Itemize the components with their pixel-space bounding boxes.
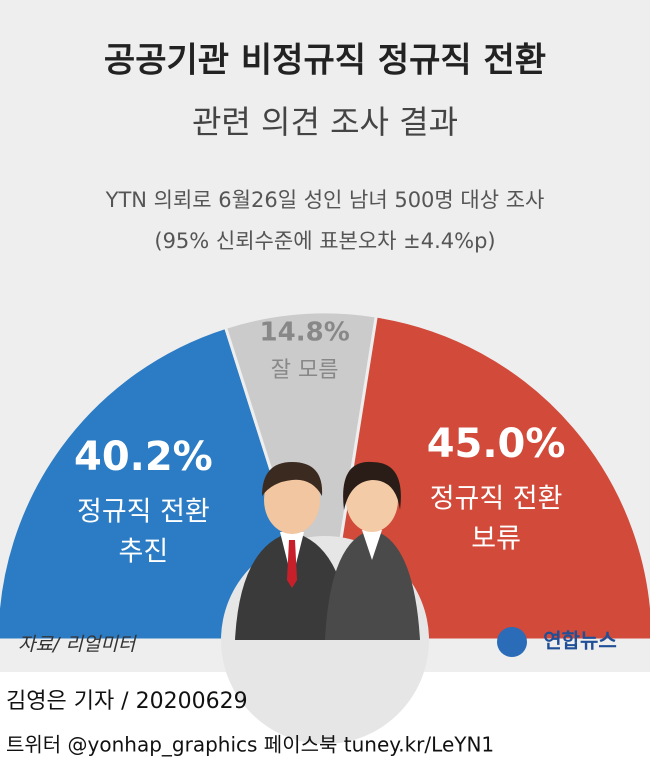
segment (323, 314, 650, 642)
logo: 연합뉴스 (543, 629, 617, 653)
chart-title: 공공기관 비정규직 정규직 전환 (104, 41, 546, 81)
social: 트위터 @yonhap_graphics 페이스북 tuney.kr/LeYN1 (6, 733, 494, 757)
byline: 김영은 기자 / 20200629 (6, 689, 248, 714)
segment (0, 325, 328, 642)
note: YTN 의뢰로 6월26일 성인 남녀 500명 대상 조사 (105, 188, 545, 212)
chart-subtitle: 관련 의견 조사 결과 (192, 103, 458, 141)
category-label: 잘 모름 (271, 358, 339, 383)
note: (95% 신뢰수준에 표본오차 ±4.4%p) (154, 229, 495, 253)
people-icon (235, 461, 420, 640)
logo-mark (497, 627, 527, 657)
value-label: 45.0% (427, 421, 566, 467)
category-label: 정규직 전환 (77, 497, 210, 528)
category-label: 보류 (471, 523, 521, 554)
value-label: 40.2% (74, 434, 213, 480)
source: 자료/ 리얼미터 (18, 634, 138, 656)
category-label: 추진 (119, 537, 169, 568)
value-label: 14.8% (260, 317, 350, 347)
category-label: 정규직 전환 (430, 483, 563, 514)
